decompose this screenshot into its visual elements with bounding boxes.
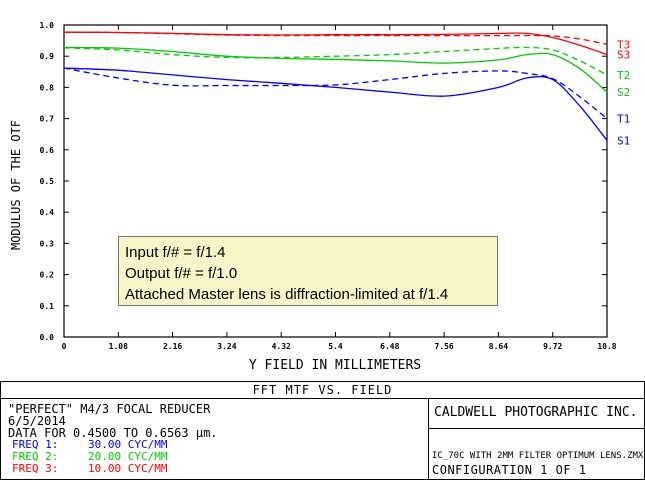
x-tick-label: 6.48: [380, 342, 399, 351]
footer-chart-title: FFT MTF VS. FIELD: [252, 383, 393, 397]
y-tick-label: 1.0: [40, 21, 55, 30]
mtf-chart: 0 1.08 2.16 3.24 4.32 5.4 6.48 7.56 8.64 9.72 10.8…: [9, 21, 630, 373]
x-tick-label: 0: [62, 342, 67, 351]
x-tick-label: 1.08: [109, 342, 128, 351]
series-line-s3: [63, 31, 608, 56]
zmx-file-name: IC_70C WITH 2MM FILTER OPTIMUM LENS.ZMX: [432, 451, 644, 461]
x-tick-label: 4.32: [272, 342, 291, 351]
y-tick-label: 0.8: [40, 83, 55, 92]
x-tick-label: 7.56: [434, 342, 453, 351]
y-tick-label: 0.7: [40, 115, 55, 124]
x-tick-label: 3.24: [217, 342, 236, 351]
y-tick-label: 0.2: [40, 271, 55, 280]
y-tick-label: 0.4: [40, 208, 55, 217]
x-tick-label: 5.4: [328, 342, 343, 351]
y-tick-label: 0.6: [40, 146, 55, 155]
series-line-t1: [63, 67, 608, 120]
series-line-s2: [63, 46, 608, 93]
footer-info-block: FFT MTF VS. FIELD "PERFECT" M4/3 FOCAL R…: [0, 381, 645, 480]
annotation-output-fnumber: Output f/# = f/1.0: [125, 265, 238, 282]
series-label-t1: T1: [617, 113, 630, 126]
y-tick-label: 0.9: [40, 52, 55, 61]
freq-1-label: FREQ 1:: [12, 438, 59, 451]
x-tick-label: 10.8: [597, 342, 616, 351]
series-label-s2: S2: [617, 86, 630, 99]
company-name: CALDWELL PHOTOGRAPHIC INC.: [434, 405, 638, 420]
y-axis-label: MODULUS OF THE OTF: [9, 120, 23, 250]
annotation-box: Input f/# = f/1.4 Output f/# = f/1.0 Att…: [118, 236, 498, 306]
annotation-master-lens-note: Attached Master lens is diffraction-limi…: [125, 286, 449, 303]
y-tick-label: 0.0: [40, 333, 55, 342]
report-date: 6/5/2014: [8, 414, 66, 428]
x-tick-label: 9.72: [543, 342, 562, 351]
freq-3-value: 10.00 CYC/MM: [88, 462, 168, 475]
y-tick-label: 0.3: [40, 239, 55, 248]
wavelength-range: DATA FOR 0.4500 TO 0.6563 μm.: [8, 426, 218, 440]
series-line-s1: [63, 67, 608, 141]
series-label-s1: S1: [617, 134, 630, 147]
freq-1-value: 30.00 CYC/MM: [88, 438, 168, 451]
y-tick-label: 0.1: [40, 302, 55, 311]
series-line-t2: [63, 46, 608, 76]
lens-title: "PERFECT" M4/3 FOCAL REDUCER: [8, 402, 211, 416]
x-axis-label: Y FIELD IN MILLIMETERS: [249, 358, 421, 373]
series-label-s3: S3: [617, 49, 630, 62]
annotation-input-fnumber: Input f/# = f/1.4: [125, 244, 226, 261]
x-tick-label: 8.64: [489, 342, 508, 351]
configuration-label: CONFIGURATION 1 OF 1: [432, 463, 587, 477]
y-tick-label: 0.5: [40, 177, 55, 186]
series-line-t3: [63, 31, 608, 45]
freq-2-label: FREQ 2:: [12, 450, 59, 463]
freq-2-value: 20.00 CYC/MM: [88, 450, 168, 463]
x-tick-label: 2.16: [163, 342, 182, 351]
series-label-t2: T2: [617, 69, 630, 82]
freq-3-label: FREQ 3:: [12, 462, 59, 475]
series-label-t3: T3: [617, 38, 630, 51]
